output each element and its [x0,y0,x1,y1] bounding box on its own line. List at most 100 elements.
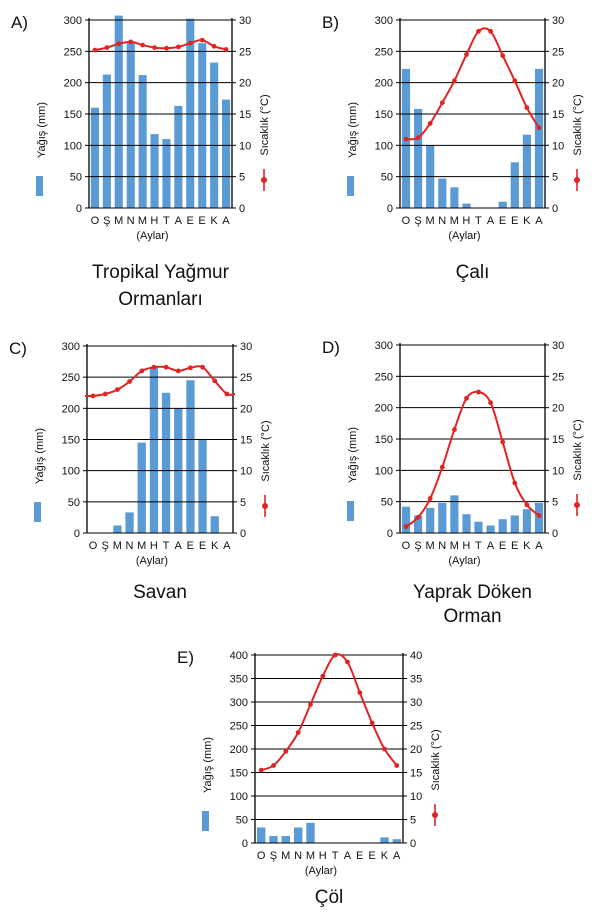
month-label: H [462,540,470,552]
precip-bar [149,367,159,533]
month-label: Ş [414,215,422,227]
temperature-point [415,135,421,141]
temperature-point [187,40,193,46]
panel-letter: B) [322,13,339,32]
left-tick-label: 0 [74,528,80,540]
temperature-point [369,720,375,726]
temperature-point [128,39,134,45]
biome-caption: Yaprak Döken [413,582,532,603]
right-tick-label: 35 [410,674,422,686]
precip-bar [486,525,495,533]
temperature-point [271,763,276,768]
temperature-point [92,47,98,53]
left-axis-title: Yağış (mm) [347,427,359,483]
precip-bar [462,514,471,533]
left-tick-label: 250 [62,372,80,384]
right-tick-label: 30 [240,341,252,353]
precip-legend-swatch [347,501,354,521]
temperature-line [94,39,227,52]
temperature-point [224,391,230,397]
precip-bar [534,68,544,209]
month-label: O [91,215,100,227]
temperature-point [439,100,445,106]
left-tick-label: 100 [375,140,393,152]
precip-bar [450,187,459,208]
left-axis-title: Yağış (mm) [36,102,48,158]
left-tick-label: 350 [230,674,248,686]
left-axis-title: Yağış (mm) [347,102,359,158]
temperature-point [427,121,433,126]
left-tick-label: 100 [230,791,248,803]
left-tick-label: 250 [64,46,82,58]
precip-bar [534,502,544,533]
temperature-point [512,480,518,486]
left-tick-label: 0 [242,838,248,850]
biome-caption: Ormanları [118,289,202,310]
left-tick-label: 150 [64,109,82,121]
left-tick-label: 250 [230,721,248,733]
precip-bar [125,512,134,533]
month-label: T [163,215,170,227]
month-label: Ş [270,850,278,862]
left-tick-label: 100 [62,466,80,478]
right-tick-label: 10 [239,140,251,152]
right-tick-label: 30 [552,340,564,352]
precip-bar [380,837,389,843]
month-label: M [450,540,459,552]
right-tick-label: 15 [410,768,422,780]
right-tick-label: 5 [240,497,246,509]
right-tick-label: 25 [552,46,564,58]
temperature-point [382,746,387,752]
left-tick-label: 200 [64,78,82,90]
temperature-point [176,44,181,50]
temperature-point [500,439,506,445]
x-axis-subtitle: (Aylar) [448,230,480,242]
month-label: N [438,540,446,552]
precip-bar [522,134,531,208]
precip-bar [462,203,471,208]
precip-bar [426,507,435,533]
temperature-point [524,105,530,111]
left-tick-label: 300 [375,340,393,352]
temperature-point [104,45,110,50]
month-label: M [137,540,146,552]
right-tick-label: 20 [240,403,252,415]
precip-bar [198,43,207,209]
right-tick-label: 20 [552,78,564,90]
left-tick-label: 150 [375,109,393,121]
temperature-point [536,125,542,131]
month-label: H [462,215,470,227]
left-tick-label: 50 [236,815,248,827]
biome-caption: Savan [133,582,187,603]
left-tick-label: 200 [375,78,393,90]
precip-legend-swatch [36,176,43,196]
left-tick-label: 100 [64,140,82,152]
temperature-point [200,364,206,370]
month-label: Ş [414,540,422,552]
precip-bar [161,392,171,534]
precip-bar [281,836,290,843]
temperature-point [115,387,120,392]
temperature-point [223,47,229,52]
month-label: A [393,850,401,862]
precip-legend-swatch [202,811,209,831]
month-label: A [535,215,543,227]
left-tick-label: 50 [381,172,393,184]
month-label: A [487,540,495,552]
left-axis-title: Yağış (mm) [34,428,46,484]
left-tick-label: 400 [230,650,248,662]
panel-letter: C) [9,339,27,358]
temperature-point [476,28,481,34]
left-axis-title: Yağış (mm) [202,737,214,793]
temperature-point [139,368,145,374]
left-tick-label: 300 [62,341,80,353]
x-axis-subtitle: (Aylar) [136,555,168,567]
precip-bar [522,509,531,533]
month-label: A [223,540,231,552]
month-label: T [163,540,170,552]
temperature-point [488,400,493,406]
right-tick-label: 10 [552,465,564,477]
